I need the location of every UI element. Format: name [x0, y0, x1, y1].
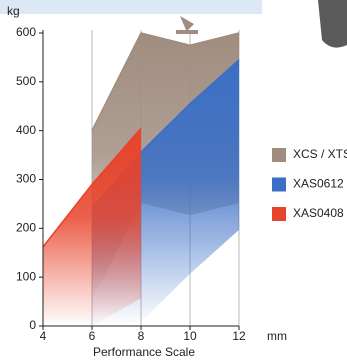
x-axis-label: Performance Scale [93, 345, 195, 359]
y-tick-label: 300 [16, 172, 36, 186]
arrow-up-icon [176, 16, 198, 34]
header-band [0, 0, 262, 14]
x-tick-label: 8 [138, 329, 145, 343]
x-tick-label: 6 [89, 329, 96, 343]
y-axis-label: kg [7, 4, 20, 18]
legend-label: XAS0408 [293, 206, 344, 220]
area-fill [43, 128, 141, 326]
product-image [318, 0, 347, 48]
legend-label: XCS / XTS [293, 147, 347, 161]
y-tick-label: 600 [16, 25, 36, 39]
legend-swatch [272, 148, 286, 162]
x-tick-label: 12 [232, 329, 246, 343]
area-edge [91, 32, 240, 132]
legend-swatch [272, 207, 286, 221]
y-tick-label: 200 [16, 221, 36, 235]
y-tick-label: 500 [16, 74, 36, 88]
y-tick-label: 400 [16, 123, 36, 137]
x-tick-label: 4 [40, 329, 47, 343]
legend-swatch [272, 177, 286, 192]
x-tick-label: 10 [183, 329, 197, 343]
y-tick-label: 0 [29, 318, 36, 332]
legend-label: XAS0612 [293, 177, 344, 191]
x-unit: mm [267, 329, 287, 343]
y-tick-label: 100 [16, 269, 36, 283]
area-edge [42, 127, 142, 248]
plot-area [42, 30, 240, 326]
